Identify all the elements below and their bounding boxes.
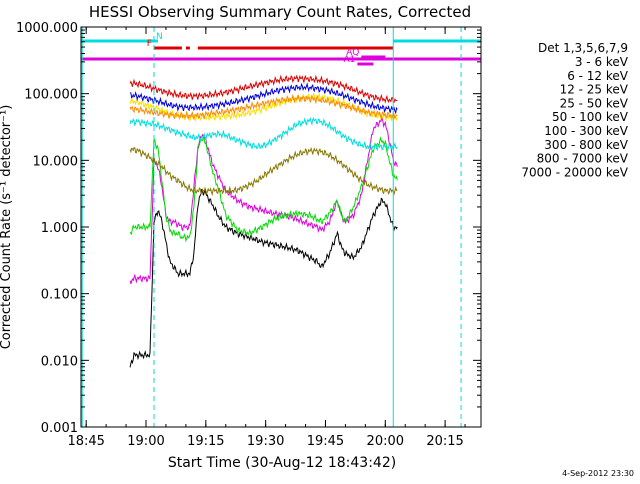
legend-entry: 7000 - 20000 keV	[521, 165, 628, 179]
x-tick-label: 18:45	[67, 434, 104, 449]
legend-entry: 800 - 7000 keV	[537, 152, 629, 166]
y-axis-label: Corrected Count Rate (s⁻¹ detector⁻¹)	[0, 105, 14, 350]
x-tick-label: 20:00	[367, 434, 404, 449]
x-axis-label: Start Time (30-Aug-12 18:43:42)	[168, 455, 396, 471]
legend-entry: 300 - 800 keV	[544, 138, 628, 152]
x-tick-label: 19:00	[127, 434, 164, 449]
flag-bar-segment	[361, 55, 386, 59]
series-line	[129, 93, 398, 121]
flag-bar-segment	[81, 57, 481, 61]
chart-title: HESSI Observing Summary Count Rates, Cor…	[89, 3, 471, 21]
series-line	[129, 82, 398, 115]
y-tick-label: 1000.000	[16, 21, 78, 36]
series-group	[129, 74, 398, 368]
x-tick-label: 19:45	[307, 434, 344, 449]
series-line	[129, 92, 398, 123]
x-tick-label: 19:15	[187, 434, 224, 449]
x-tick-label: 19:30	[247, 434, 284, 449]
flag-bar-segment	[393, 39, 481, 43]
y-tick-label: 10.000	[33, 154, 79, 169]
flag-bar-segment	[81, 39, 150, 43]
legend-entry: 100 - 300 keV	[544, 124, 628, 138]
series-line	[129, 116, 398, 285]
y-tick-label: 0.001	[41, 421, 78, 436]
series-line	[129, 188, 398, 368]
legend-title: Det 1,3,5,6,7,9	[538, 41, 628, 55]
legend-entry: 25 - 50 keV	[560, 96, 629, 110]
series-line	[129, 135, 398, 243]
series-line	[129, 116, 398, 153]
flag-label: AQ	[346, 48, 359, 58]
flag-bar-segment	[197, 46, 394, 50]
legend-entry: 3 - 6 keV	[575, 55, 629, 69]
flag-bar-segment	[153, 46, 182, 50]
flag-bar-segment	[185, 46, 190, 50]
flag-bar-segment	[357, 62, 374, 66]
flag-label: N	[156, 32, 163, 42]
series-line	[129, 146, 398, 197]
timestamp: 4-Sep-2012 23:30	[562, 469, 634, 478]
legend-entry: 50 - 100 keV	[552, 110, 629, 124]
y-tick-label: 1.000	[41, 221, 78, 236]
y-tick-label: 100.000	[24, 88, 78, 103]
axes: 18:45 19:00 19:15 19:30 19:45 20:00 20:15 0.001…	[16, 21, 481, 449]
y-tick-label: 0.100	[41, 288, 78, 303]
flag-bars: NFAQA1	[81, 32, 481, 66]
x-tick-label: 20:15	[426, 434, 463, 449]
y-tick-label: 0.010	[41, 354, 78, 369]
legend-entry: 6 - 12 keV	[567, 69, 629, 83]
legend-entry: 12 - 25 keV	[560, 83, 629, 97]
series-line	[129, 74, 398, 104]
flag-label: F	[147, 39, 152, 49]
